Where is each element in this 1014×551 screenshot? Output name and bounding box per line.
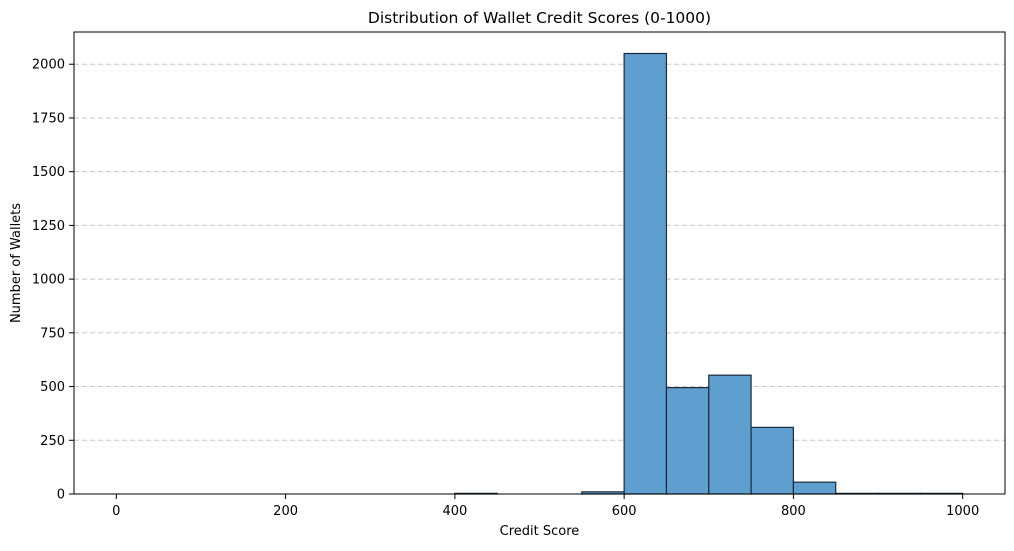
x-tick-label: 1000 [946, 504, 979, 519]
histogram-bar [623, 52, 668, 495]
x-tick-label: 600 [612, 504, 637, 519]
x-tick-label: 200 [273, 504, 298, 519]
histogram-bar [792, 481, 837, 495]
x-tick-label: 800 [781, 504, 806, 519]
axes-frame [73, 31, 1006, 495]
x-axis-label: Credit Score [500, 524, 580, 539]
y-axis-label: Number of Wallets [9, 203, 24, 323]
histogram-bar [750, 426, 795, 495]
chart-title: Distribution of Wallet Credit Scores (0-… [368, 9, 711, 27]
grid-lines [74, 63, 1005, 441]
y-tick-label: 750 [40, 326, 65, 341]
y-tick-label: 2000 [32, 58, 65, 73]
y-tick-label: 250 [40, 434, 65, 449]
x-axis-ticks: 0 200 400 600 800 1000 [112, 494, 979, 519]
x-tick-label: 0 [112, 504, 120, 519]
y-tick-label: 1250 [32, 219, 65, 234]
y-tick-label: 0 [57, 488, 65, 503]
y-tick-label: 500 [40, 380, 65, 395]
y-tick-label: 1500 [32, 165, 65, 180]
histogram-bar [708, 374, 752, 495]
histogram-bars [454, 52, 964, 495]
x-tick-label: 400 [442, 504, 467, 519]
y-tick-label: 1000 [32, 273, 65, 288]
y-tick-label: 1750 [32, 111, 65, 126]
histogram-bar [665, 387, 710, 495]
y-axis-ticks: 0 250 500 750 1000 1250 1500 1750 2000 [32, 58, 74, 503]
